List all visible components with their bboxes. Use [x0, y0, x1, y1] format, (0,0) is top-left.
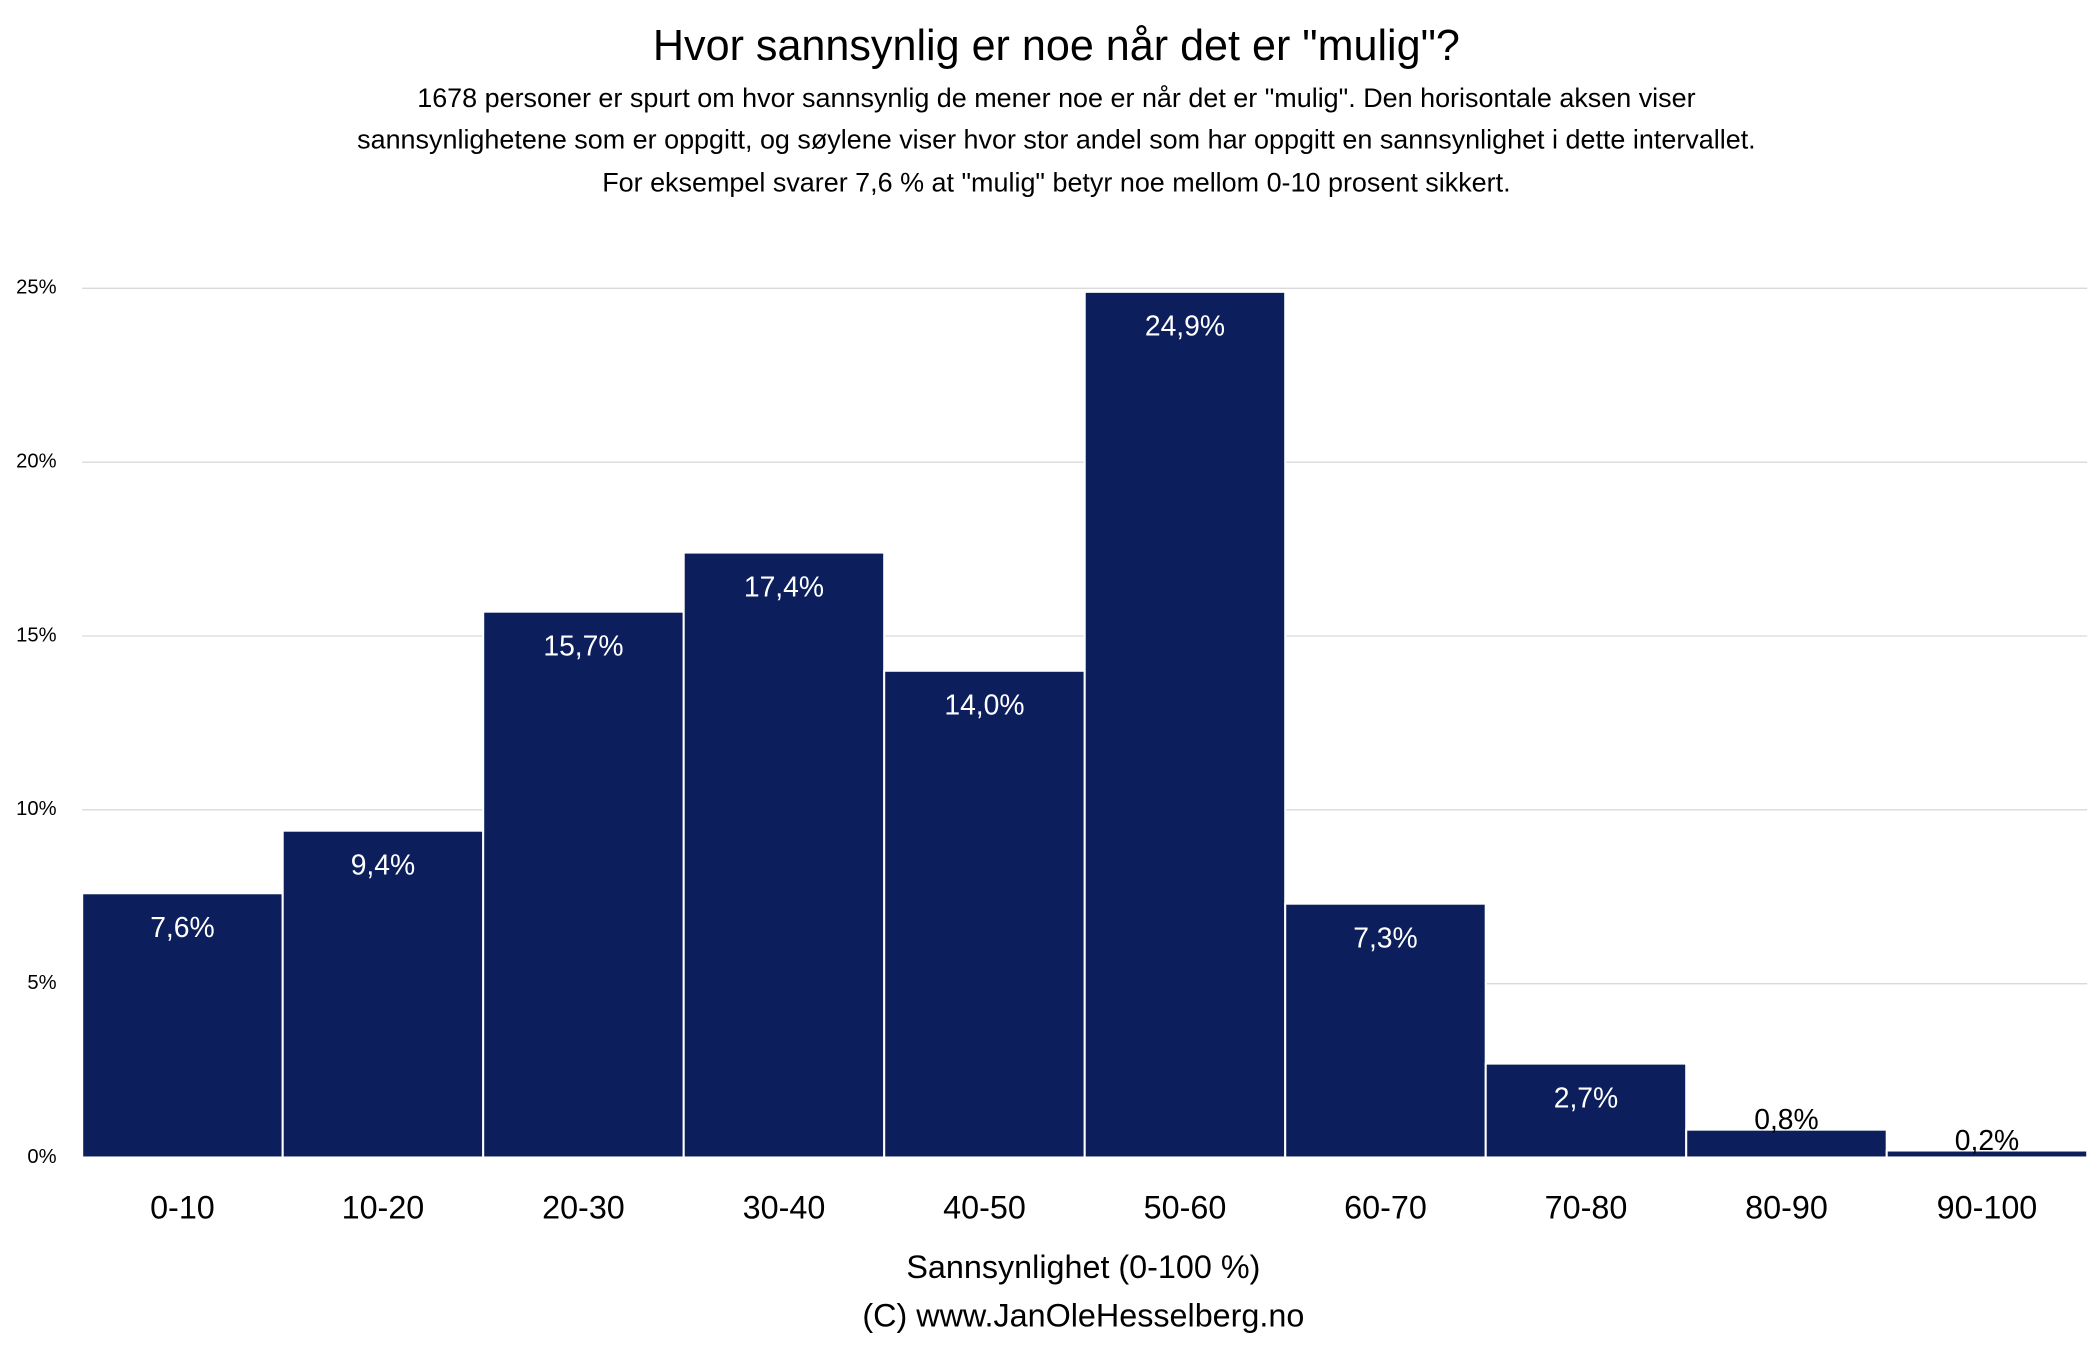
x-axis-label: Sannsynlighet (0-100 %) — [906, 1249, 1260, 1285]
value-label: 17,4% — [744, 570, 824, 602]
value-label: 14,0% — [944, 689, 1024, 721]
bar — [883, 669, 1086, 1159]
bar — [1284, 902, 1487, 1159]
chart-subtitle: 1678 personer er spurt om hvor sannsynli… — [417, 83, 1695, 113]
x-tick-label: 50-60 — [1144, 1190, 1227, 1226]
bar — [1685, 1128, 1888, 1159]
bar — [682, 551, 886, 1159]
y-tick-label: 0% — [27, 1146, 56, 1168]
value-label: 2,7% — [1554, 1081, 1618, 1113]
bar — [482, 610, 685, 1159]
y-tick-label: 20% — [16, 451, 56, 473]
value-label: 0,2% — [1955, 1124, 2019, 1156]
bar — [1885, 1149, 2089, 1159]
y-tick-label: 15% — [16, 624, 56, 646]
bar — [1484, 1062, 1688, 1159]
x-tick-label: 40-50 — [943, 1190, 1026, 1226]
x-tick-label: 10-20 — [342, 1190, 425, 1226]
x-tick-label: 70-80 — [1545, 1190, 1628, 1226]
chart-subtitle: For eksempel svarer 7,6 % at "mulig" bet… — [602, 168, 1510, 198]
chart-subtitle: sannsynlighetene som er oppgitt, og søyl… — [357, 125, 1756, 155]
credit: (C) www.JanOleHesselberg.no — [862, 1297, 1304, 1333]
x-tick-label: 0-10 — [150, 1190, 215, 1226]
value-label: 7,6% — [150, 911, 214, 943]
x-tick-label: 60-70 — [1344, 1190, 1427, 1226]
value-label: 24,9% — [1145, 310, 1225, 342]
x-tick-label: 20-30 — [542, 1190, 625, 1226]
value-label: 7,3% — [1353, 922, 1417, 954]
chart-title: Hvor sannsynlig er noe når det er "mulig… — [653, 22, 1460, 70]
y-tick-label: 5% — [27, 972, 56, 994]
value-label: 15,7% — [543, 630, 623, 662]
bar — [1083, 290, 1287, 1159]
value-label: 0,8% — [1754, 1103, 1818, 1135]
x-tick-label: 80-90 — [1745, 1190, 1828, 1226]
x-tick-label: 90-100 — [1937, 1190, 2038, 1226]
x-tick-label: 30-40 — [743, 1190, 826, 1226]
y-tick-label: 25% — [16, 277, 56, 299]
y-tick-label: 10% — [16, 798, 56, 820]
value-label: 9,4% — [351, 849, 415, 881]
bar — [81, 892, 284, 1159]
